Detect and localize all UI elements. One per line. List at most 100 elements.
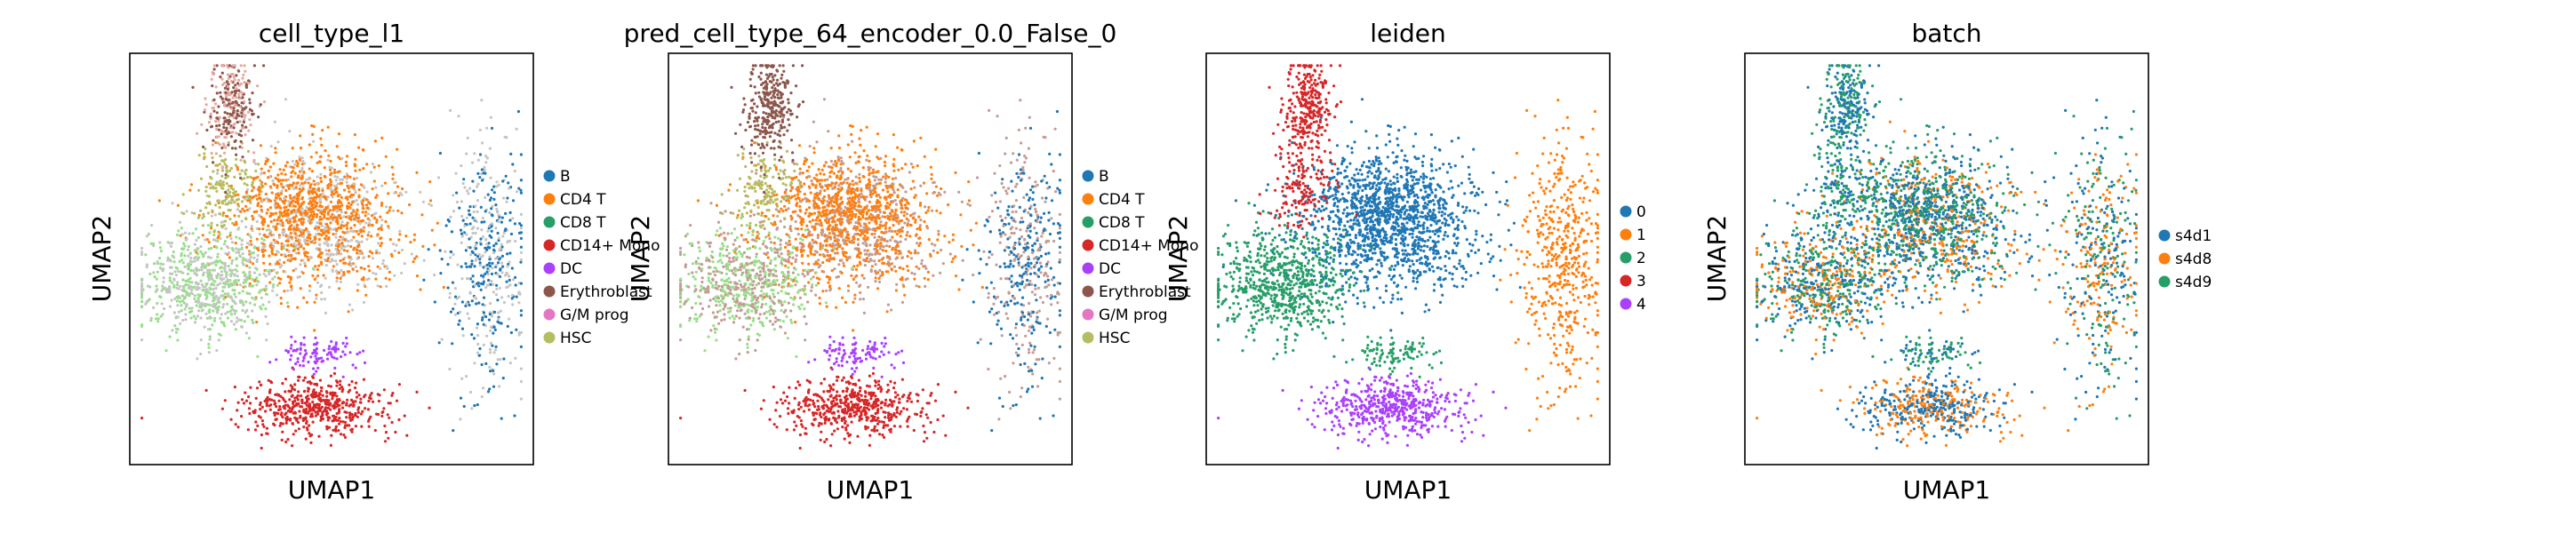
data-point — [315, 215, 318, 219]
data-point — [476, 199, 480, 203]
data-point — [172, 285, 176, 289]
data-point — [903, 198, 908, 202]
data-point — [310, 123, 314, 128]
data-point — [353, 163, 356, 166]
data-point — [858, 137, 861, 140]
data-point — [918, 227, 922, 232]
data-point — [903, 221, 907, 225]
data-point — [221, 213, 225, 218]
data-point — [308, 202, 311, 205]
data-point — [835, 162, 838, 165]
data-point — [363, 283, 366, 287]
data-point — [285, 301, 289, 305]
data-point — [484, 272, 487, 275]
data-point — [199, 279, 203, 282]
data-point — [197, 154, 201, 157]
data-point — [318, 199, 322, 203]
data-point — [974, 221, 978, 225]
data-point — [501, 235, 505, 238]
data-point — [227, 265, 230, 268]
data-point — [293, 232, 297, 235]
data-point — [258, 233, 261, 236]
data-point — [303, 261, 307, 265]
data-point — [852, 265, 856, 268]
data-point — [329, 188, 332, 192]
data-point — [464, 262, 468, 266]
data-point — [465, 216, 468, 219]
data-point — [242, 257, 245, 260]
data-point — [260, 172, 263, 176]
data-point — [287, 389, 291, 393]
data-point — [314, 204, 317, 208]
data-point — [202, 145, 205, 148]
data-point — [193, 259, 196, 263]
data-point — [882, 238, 885, 242]
data-point — [291, 408, 294, 411]
data-point — [339, 276, 342, 280]
data-point — [226, 98, 229, 102]
data-point — [228, 279, 232, 282]
data-point — [892, 157, 896, 161]
data-point — [199, 250, 203, 253]
data-point — [468, 213, 472, 217]
data-point — [819, 253, 822, 257]
data-point — [500, 220, 504, 224]
data-point — [340, 181, 343, 185]
data-point — [233, 201, 236, 204]
data-point — [252, 321, 255, 324]
data-point — [231, 187, 236, 191]
data-point — [483, 169, 486, 172]
data-point — [251, 229, 254, 233]
data-point — [309, 155, 313, 159]
data-point — [204, 388, 208, 393]
data-point — [246, 314, 250, 318]
data-point — [259, 144, 263, 147]
data-point — [329, 408, 332, 411]
data-point — [140, 294, 144, 298]
data-point — [260, 167, 263, 171]
data-point — [236, 120, 239, 124]
data-point — [457, 322, 460, 326]
data-point — [830, 249, 835, 252]
data-point — [243, 177, 246, 180]
data-point — [268, 214, 272, 219]
data-point — [278, 282, 282, 285]
data-point — [932, 274, 935, 277]
data-point — [511, 293, 515, 297]
data-point — [492, 282, 495, 286]
data-point — [358, 249, 362, 253]
data-point — [309, 201, 313, 205]
data-point — [301, 271, 305, 274]
data-point — [486, 229, 490, 233]
data-point — [207, 273, 212, 276]
data-point — [231, 100, 235, 104]
data-point — [284, 199, 287, 203]
data-point — [265, 432, 268, 435]
data-point — [290, 211, 293, 214]
data-point — [162, 280, 165, 284]
data-point — [844, 205, 847, 209]
data-point — [449, 310, 453, 314]
data-point — [296, 394, 300, 398]
data-point — [332, 192, 336, 195]
data-point — [148, 285, 152, 289]
data-point — [505, 136, 508, 139]
data-point — [326, 125, 330, 129]
data-point — [210, 246, 213, 251]
data-point — [149, 242, 153, 245]
data-point — [925, 192, 929, 195]
data-point — [317, 195, 321, 198]
data-point — [330, 190, 334, 194]
data-point — [331, 269, 334, 274]
data-point — [830, 269, 834, 273]
data-point — [282, 246, 285, 251]
data-point — [158, 266, 163, 269]
data-point — [281, 221, 284, 225]
data-point — [240, 415, 244, 418]
data-point — [904, 163, 908, 166]
data-point — [231, 198, 235, 202]
data-point — [332, 219, 335, 222]
data-point — [281, 382, 284, 386]
legend-marker — [543, 331, 556, 344]
data-point — [358, 351, 362, 354]
